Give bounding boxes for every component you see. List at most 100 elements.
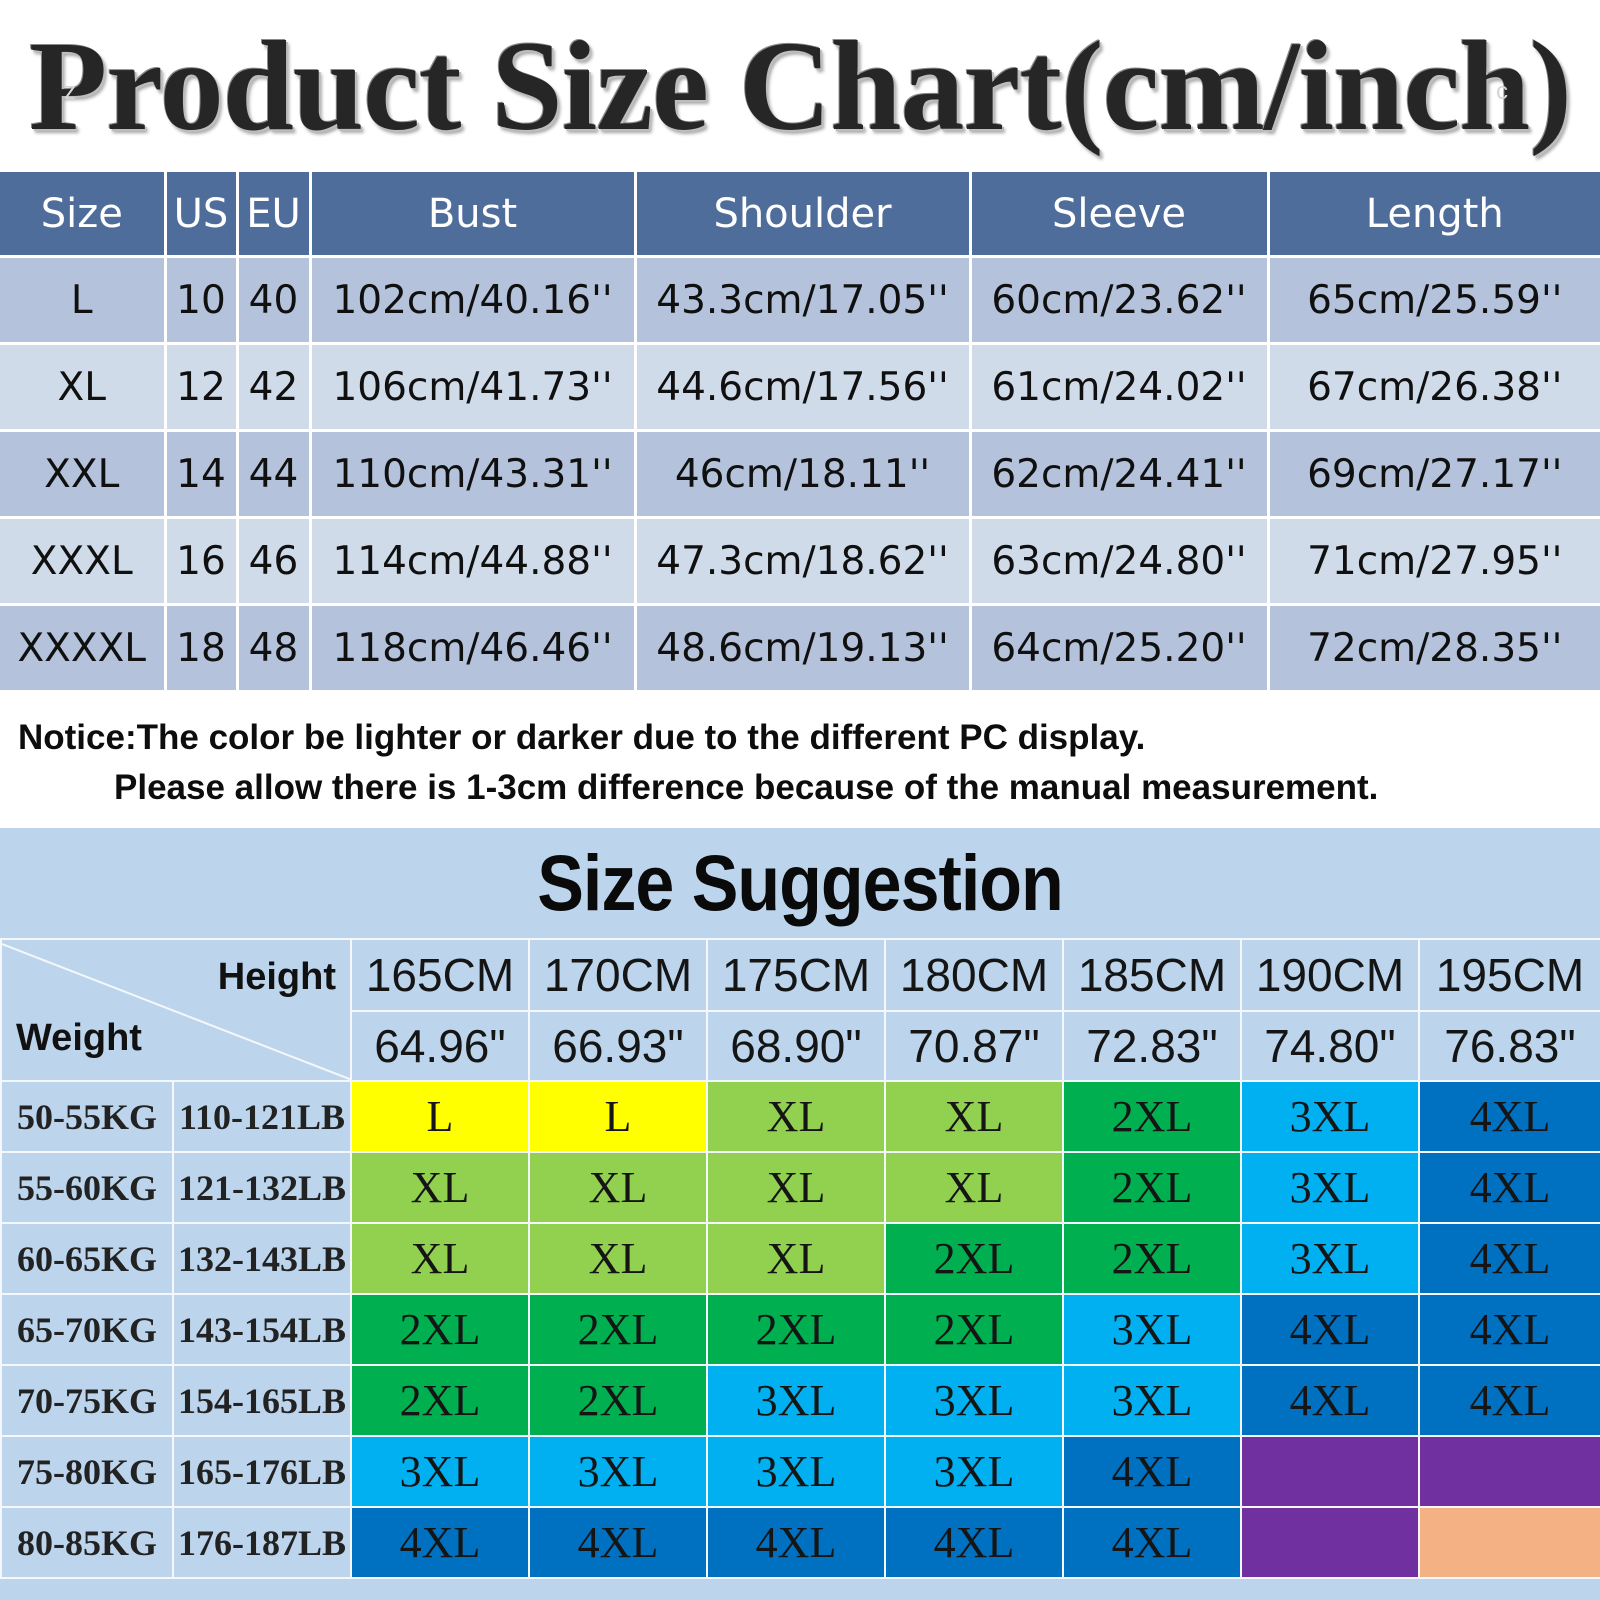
weight-kg-label: 50-55KG [0, 1080, 174, 1153]
size-chart-cell: 69cm/27.17'' [1266, 429, 1600, 518]
size-chart-row: XXXXL 18 48 118cm/46.46'' 48.6cm/19.13'' 64cm… [0, 603, 1600, 690]
suggested-size-cell: XL [350, 1151, 530, 1224]
size-chart-cell: 44.6cm/17.56'' [633, 342, 970, 431]
suggested-size-cell: XL [884, 1151, 1064, 1224]
size-chart-row: XXXL 16 46 114cm/44.88'' 47.3cm/18.62'' 63cm/… [0, 516, 1600, 605]
size-chart-cell: XL [0, 342, 165, 431]
suggested-size-cell: 2XL [350, 1364, 530, 1437]
size-suggestion-row: 55-60KG 121-132LB XL XL XL XL 2XL 3XL 4XL [0, 1151, 1600, 1224]
size-chart-row: XXL 14 44 110cm/43.31'' 46cm/18.11'' 62cm/24.… [0, 429, 1600, 518]
height-inch-header: 66.93" [528, 1010, 708, 1082]
suggested-size-cell: XL [528, 1222, 708, 1295]
height-inch-header: 76.83" [1418, 1010, 1600, 1082]
weight-lb-label: 132-143LB [172, 1222, 352, 1295]
suggested-size-cell [1418, 1506, 1600, 1579]
size-chart-cell: 42 [235, 342, 310, 431]
weight-lb-label: 110-121LB [172, 1080, 352, 1153]
suggested-size-cell: 3XL [1062, 1364, 1242, 1437]
size-chart-cell: 61cm/24.02'' [968, 342, 1268, 431]
size-suggestion-row: 60-65KG 132-143LB XL XL XL 2XL 2XL 3XL 4XL [0, 1222, 1600, 1295]
size-chart-cell: 102cm/40.16'' [308, 255, 635, 344]
suggested-size-cell: 4XL [1418, 1293, 1600, 1366]
size-chart-cell: 67cm/26.38'' [1266, 342, 1600, 431]
height-cm-header: 195CM [1418, 938, 1600, 1012]
suggested-size-cell: 3XL [706, 1364, 886, 1437]
size-chart-header-row: Size US EU Bust Shoulder Sleeve Length [0, 172, 1600, 257]
title-right-mark: c [1496, 78, 1508, 105]
header-bust: Bust [308, 172, 635, 257]
suggested-size-cell: 2XL [884, 1222, 1064, 1295]
suggested-size-cell: 2XL [528, 1364, 708, 1437]
weight-kg-label: 80-85KG [0, 1506, 174, 1579]
size-chart-cell: 63cm/24.80'' [968, 516, 1268, 605]
size-chart-row: XL 12 42 106cm/41.73'' 44.6cm/17.56'' 61cm/24… [0, 342, 1600, 431]
suggested-size-cell: 4XL [1240, 1364, 1420, 1437]
suggested-size-cell: 4XL [1418, 1151, 1600, 1224]
suggested-size-cell: 2XL [884, 1293, 1064, 1366]
suggested-size-cell: XL [706, 1151, 886, 1224]
suggested-size-cell: 4XL [884, 1506, 1064, 1579]
size-chart-cell: 43.3cm/17.05'' [633, 255, 970, 344]
height-inch-header: 74.80" [1240, 1010, 1420, 1082]
suggested-size-cell [1240, 1435, 1420, 1508]
suggested-size-cell: 3XL [706, 1435, 886, 1508]
size-suggestion-row: 50-55KG 110-121LB L L XL XL 2XL 3XL 4XL [0, 1080, 1600, 1153]
weight-lb-label: 165-176LB [172, 1435, 352, 1508]
size-suggestion-panel: Size Suggestion Height Weight 165CM 170CM… [0, 828, 1600, 1600]
weight-lb-label: 143-154LB [172, 1293, 352, 1366]
size-suggestion-row: 70-75KG 154-165LB 2XL 2XL 3XL 3XL 3XL 4XL 4XL [0, 1364, 1600, 1437]
height-weight-corner: Height Weight [0, 938, 352, 1082]
suggested-size-cell: 2XL [1062, 1080, 1242, 1153]
title-left-mark: z [64, 78, 76, 105]
suggested-size-cell: 3XL [1240, 1151, 1420, 1224]
size-chart-cell: 60cm/23.62'' [968, 255, 1268, 344]
size-chart-cell: 14 [163, 429, 237, 518]
suggested-size-cell: 4XL [1418, 1080, 1600, 1153]
height-inch-header: 64.96" [350, 1010, 530, 1082]
size-chart-cell: 46 [235, 516, 310, 605]
size-chart-cell: 18 [163, 603, 237, 690]
size-chart-cell: 46cm/18.11'' [633, 429, 970, 518]
weight-kg-label: 70-75KG [0, 1364, 174, 1437]
weight-kg-label: 65-70KG [0, 1293, 174, 1366]
size-chart-cell: XXL [0, 429, 165, 518]
size-chart-cell: 62cm/24.41'' [968, 429, 1268, 518]
size-chart-cell: 40 [235, 255, 310, 344]
weight-lb-label: 121-132LB [172, 1151, 352, 1224]
suggested-size-cell [1240, 1506, 1420, 1579]
suggested-size-cell: 3XL [884, 1435, 1064, 1508]
suggested-size-cell: XL [884, 1080, 1064, 1153]
height-cm-header: 180CM [884, 938, 1064, 1012]
suggested-size-cell: 3XL [884, 1364, 1064, 1437]
suggested-size-cell: XL [528, 1151, 708, 1224]
suggested-size-cell: XL [350, 1222, 530, 1295]
weight-label: Weight [16, 1017, 142, 1059]
height-inch-header: 68.90" [706, 1010, 886, 1082]
height-cm-header: 185CM [1062, 938, 1242, 1012]
header-size: Size [0, 172, 165, 257]
suggested-size-cell: 2XL [706, 1293, 886, 1366]
suggested-size-cell: 3XL [1240, 1080, 1420, 1153]
size-chart-cell: 72cm/28.35'' [1266, 603, 1600, 690]
notice-line-2: Please allow there is 1-3cm difference b… [114, 768, 1379, 807]
header-eu: EU [235, 172, 310, 257]
height-cm-header: 190CM [1240, 938, 1420, 1012]
size-chart-cell: 110cm/43.31'' [308, 429, 635, 518]
page-title-text: Product Size Chart(cm/inch) [29, 14, 1572, 157]
suggested-size-cell: 4XL [1418, 1222, 1600, 1295]
size-chart-cell: 65cm/25.59'' [1266, 255, 1600, 344]
weight-lb-label: 176-187LB [172, 1506, 352, 1579]
size-chart-cell: 47.3cm/18.62'' [633, 516, 970, 605]
weight-kg-label: 55-60KG [0, 1151, 174, 1224]
suggested-size-cell: L [528, 1080, 708, 1153]
suggested-size-cell: 2XL [1062, 1222, 1242, 1295]
size-suggestion-table: Height Weight 165CM 170CM 175CM 180CM 185CM 1… [0, 938, 1600, 1579]
size-suggestion-row: 65-70KG 143-154LB 2XL 2XL 2XL 2XL 3XL 4XL 4XL [0, 1293, 1600, 1366]
size-suggestion-title: Size Suggestion [537, 839, 1064, 927]
size-chart-cell: 114cm/44.88'' [308, 516, 635, 605]
size-suggestion-row: 75-80KG 165-176LB 3XL 3XL 3XL 3XL 4XL [0, 1435, 1600, 1508]
suggested-size-cell: 3XL [528, 1435, 708, 1508]
suggested-size-cell: 4XL [1062, 1435, 1242, 1508]
size-chart-cell: 10 [163, 255, 237, 344]
suggested-size-cell: 4XL [1240, 1293, 1420, 1366]
